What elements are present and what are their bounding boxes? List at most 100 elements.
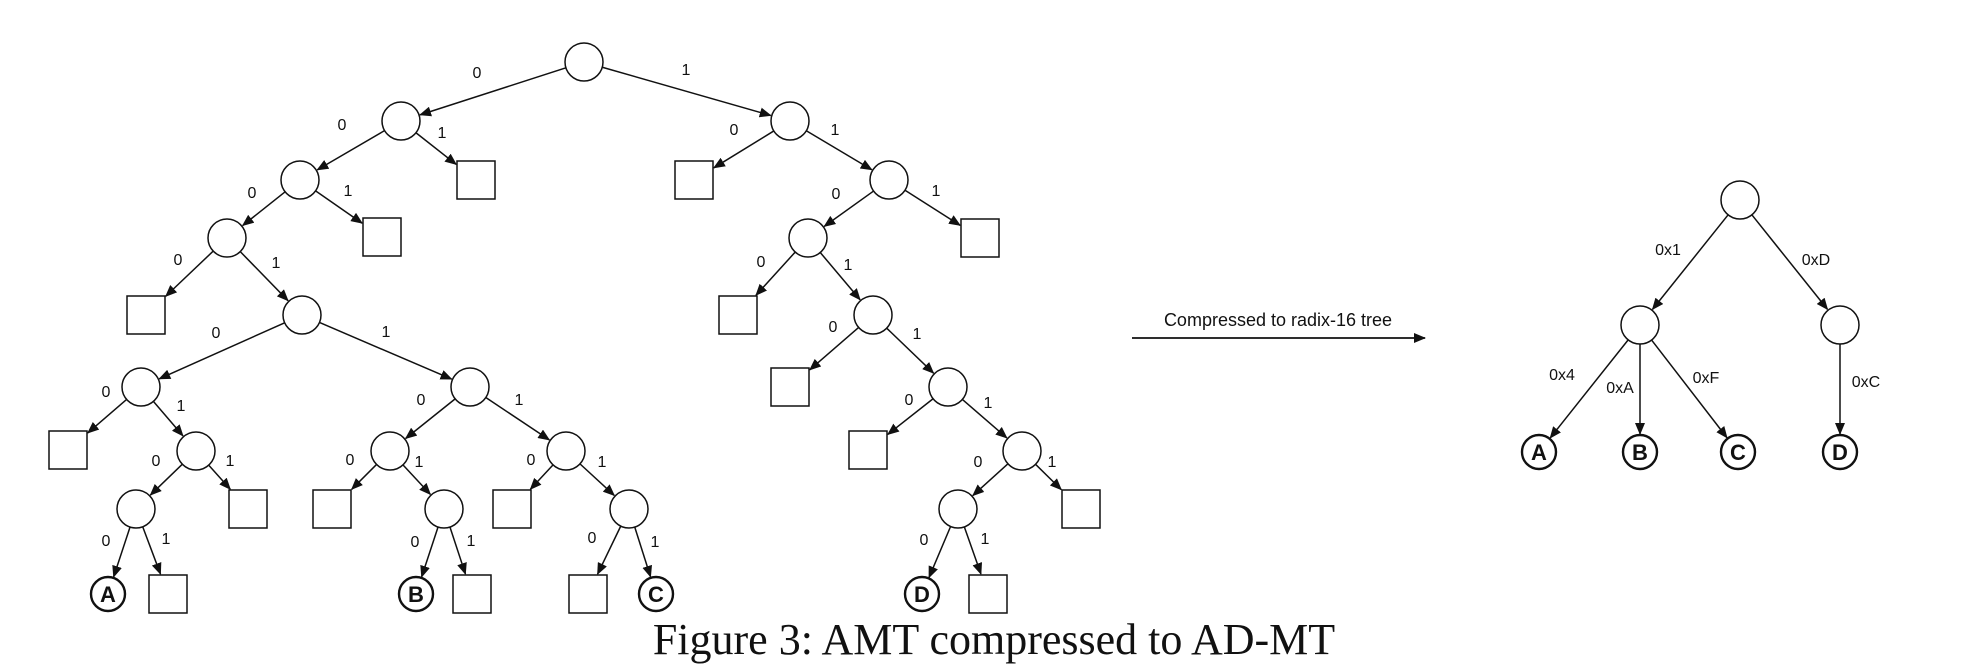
binary-value-leaf-leafA <box>89 575 127 613</box>
binary-edge-n110-n1101 <box>819 252 861 301</box>
binary-edge-n0-n00 <box>316 129 385 171</box>
binary-edge-nL10-sA1 <box>141 526 162 576</box>
binary-edge-n0001-nR <box>319 321 453 380</box>
radix-value-leaf-xA_leaf <box>1520 433 1558 471</box>
binary-edge-n1101-s11010 <box>808 326 860 371</box>
binary-node-nR01 <box>424 489 464 529</box>
binary-node-nL1 <box>176 431 216 471</box>
binary-edge-label-n1101110-sD1: 1 <box>981 531 990 548</box>
binary-edge-label-n110-n1101: 1 <box>844 257 853 274</box>
binary-edge-label-n0-s01: 1 <box>438 125 447 142</box>
binary-node-n1101110 <box>938 489 978 529</box>
compression-arrow-label: Compressed to radix-16 tree <box>1164 310 1392 330</box>
binary-leaf-label-C: C <box>648 582 664 607</box>
binary-edge-n1101110-sD1 <box>963 526 983 575</box>
binary-empty-leaf-s001 <box>362 217 402 257</box>
binary-edge-n1-n11 <box>805 130 873 171</box>
binary-edge-nR11-leafC <box>634 526 652 578</box>
radix-edge-label-x-xD: 0xD <box>1802 252 1830 269</box>
radix-value-leaf-xD_leaf <box>1821 433 1859 471</box>
binary-edge-label-n1-s10: 0 <box>730 122 739 139</box>
binary-node-nR11 <box>609 489 649 529</box>
radix-edge-label-x1-xA_leaf: 0x4 <box>1549 367 1575 384</box>
binary-edge-label-n11-n110: 0 <box>832 186 841 203</box>
binary-edge-label-n0001-nL: 0 <box>212 325 221 342</box>
binary-node-nR1 <box>546 431 586 471</box>
binary-edge-label-n110111-s1101111: 1 <box>1048 454 1057 471</box>
binary-edge-label-nR1-sR10: 0 <box>527 452 536 469</box>
binary-edge-label-nL-nL1: 1 <box>177 398 186 415</box>
binary-edge-label-nL10-sA1: 1 <box>162 531 171 548</box>
binary-empty-leaf-s1100 <box>718 295 758 335</box>
binary-edge-label-r-n0: 0 <box>473 65 482 82</box>
radix-edge-label-x-x1: 0x1 <box>1655 242 1681 259</box>
binary-node-nR <box>450 367 490 407</box>
radix-leaf-label-A: A <box>1531 440 1547 465</box>
binary-edge-label-r-n1: 1 <box>682 62 691 79</box>
binary-empty-leaf-sR10 <box>492 489 532 529</box>
binary-edge-label-n0001-nR: 1 <box>382 324 391 341</box>
binary-empty-leaf-s10 <box>674 160 714 200</box>
binary-edge-label-nR0-nR01: 1 <box>415 454 424 471</box>
binary-leaf-label-B: B <box>408 582 424 607</box>
binary-edge-r-n0 <box>419 67 567 117</box>
radix-edge-x1-xC_leaf <box>1651 339 1728 439</box>
binary-edge-n110111-n1101110 <box>972 463 1009 497</box>
binary-edge-nR0-nR01 <box>402 464 432 496</box>
radix-edge-label-xD-xD_leaf: 0xC <box>1852 374 1880 391</box>
binary-empty-leaf-s110110 <box>848 430 888 470</box>
binary-edge-label-n11011-s110110: 0 <box>905 392 914 409</box>
binary-edge-nR0-sR00 <box>350 463 378 491</box>
radix-value-leaf-xC_leaf <box>1719 433 1757 471</box>
binary-node-n0 <box>381 101 421 141</box>
binary-empty-leaf-sA1 <box>148 574 188 614</box>
binary-empty-leaf-s0000 <box>126 295 166 335</box>
nodes-layer: A B C D A B C D <box>48 42 1860 614</box>
radix-node-x1 <box>1620 305 1660 345</box>
binary-node-n11011 <box>928 367 968 407</box>
figure-caption: Figure 3: AMT compressed to AD-MT <box>652 615 1336 664</box>
binary-node-n110 <box>788 218 828 258</box>
binary-edge-label-nR1-nR11: 1 <box>598 454 607 471</box>
binary-leaf-label-A: A <box>100 582 116 607</box>
binary-edge-label-nR11-leafC: 1 <box>651 534 660 551</box>
binary-value-leaf-leafD <box>903 575 941 613</box>
binary-edge-nR-nR1 <box>485 396 551 441</box>
binary-edge-label-n110-s1100: 0 <box>757 254 766 271</box>
binary-edge-n11-n110 <box>823 190 874 227</box>
labels-layer: 0 1 0 1 0 1 0 1 0 1 0 1 0 1 0 1 0 1 0 1 0 1 0 1 0 1 0 1 0 1 0 1 0 1 0 1 0 1 0 1… <box>102 62 1881 551</box>
binary-edge-n000-n0001 <box>239 251 289 302</box>
binary-node-n00 <box>280 160 320 200</box>
binary-edge-nL-sL0 <box>87 398 128 434</box>
binary-node-nR0 <box>370 431 410 471</box>
binary-edge-label-n11-s111: 1 <box>932 183 941 200</box>
binary-edge-label-n00-n000: 0 <box>248 185 257 202</box>
binary-edge-label-nR01-leafB: 0 <box>411 534 420 551</box>
binary-edge-n0-s01 <box>415 132 458 166</box>
radix-edge-x-x1 <box>1651 214 1729 311</box>
binary-empty-leaf-sL0 <box>48 430 88 470</box>
binary-edge-label-n000-s0000: 0 <box>174 252 183 269</box>
binary-edge-n110-s1100 <box>755 251 796 297</box>
radix-leaf-label-B: B <box>1632 440 1648 465</box>
binary-edge-label-n000-n0001: 1 <box>272 255 281 272</box>
binary-edge-n110111-s1101111 <box>1035 463 1062 491</box>
binary-edge-nL1-nL10 <box>149 463 183 496</box>
binary-edge-n0001-nL <box>158 322 285 380</box>
binary-node-n1101 <box>853 295 893 335</box>
binary-edge-label-n1101-s11010: 0 <box>829 319 838 336</box>
binary-edge-n00-n000 <box>241 191 286 227</box>
radix-edge-label-x1-xC_leaf: 0xF <box>1693 370 1720 387</box>
binary-edge-label-nL1-nL10: 0 <box>152 453 161 470</box>
binary-empty-leaf-s1101111 <box>1061 489 1101 529</box>
binary-value-leaf-leafC <box>637 575 675 613</box>
binary-edge-n1101110-leafD <box>928 526 952 579</box>
binary-empty-leaf-sD1 <box>968 574 1008 614</box>
binary-edge-label-nR01-sB1: 1 <box>467 533 476 550</box>
binary-node-nL10 <box>116 489 156 529</box>
binary-edge-label-n110111-n1101110: 0 <box>974 454 983 471</box>
binary-empty-leaf-sC0 <box>568 574 608 614</box>
binary-edge-nR1-sR10 <box>529 464 554 490</box>
binary-empty-leaf-s111 <box>960 218 1000 258</box>
